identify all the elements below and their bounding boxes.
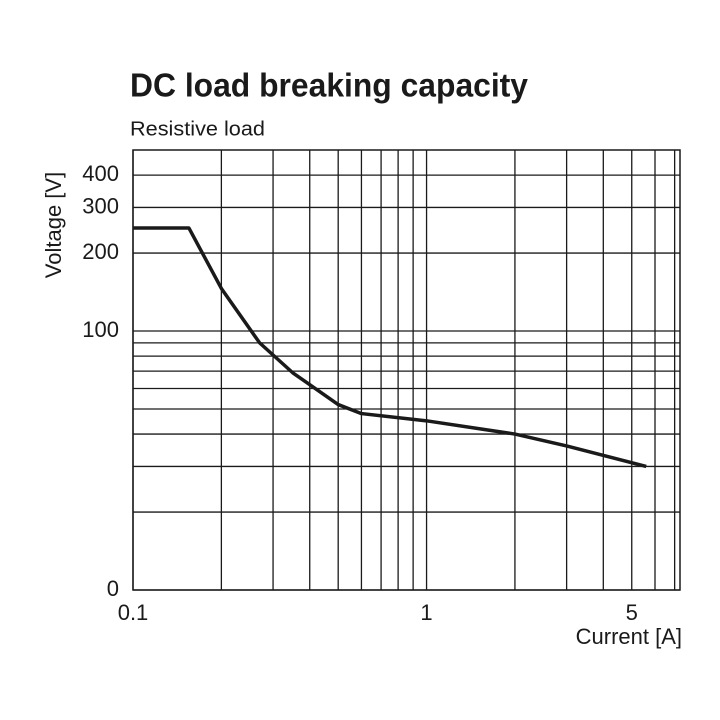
y-tick-label: 0 (107, 576, 119, 601)
x-tick-label: 5 (626, 600, 638, 625)
x-axis-title: Current [A] (576, 624, 682, 649)
chart-title: DC load breaking capacity (130, 67, 529, 104)
y-tick-label: 400 (82, 161, 119, 186)
y-axis-title: Voltage [V] (41, 172, 66, 278)
y-tick-label: 300 (82, 193, 119, 218)
data-line (133, 226, 647, 469)
chart-subtitle: Resistive load (130, 118, 265, 140)
x-tick-label: 0.1 (118, 600, 149, 625)
plot-frame (132, 149, 681, 591)
x-tick-label: 1 (420, 600, 432, 625)
y-tick-label: 200 (82, 239, 119, 264)
y-tick-label: 100 (82, 317, 119, 342)
